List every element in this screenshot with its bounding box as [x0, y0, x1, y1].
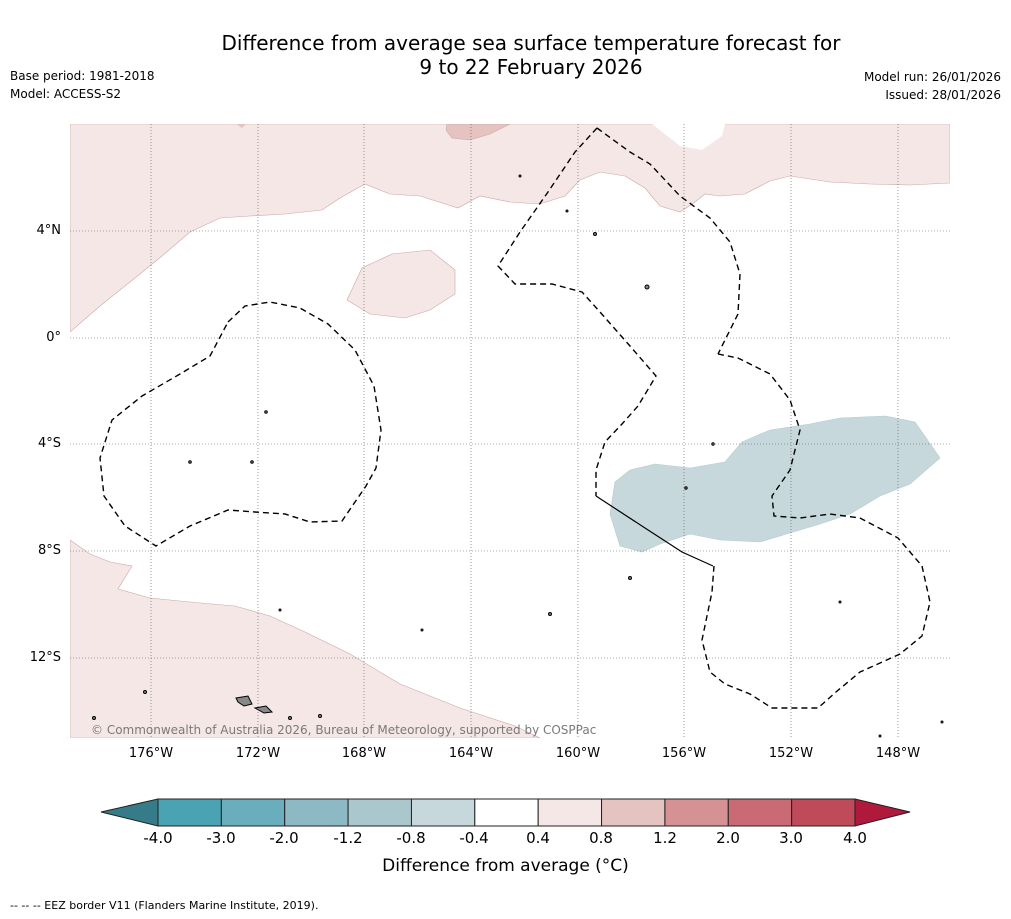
- colorbar-segment: [537, 798, 603, 827]
- colorbar-tick: -0.8: [396, 829, 426, 847]
- issued-date: Issued: 28/01/2026: [885, 88, 1001, 102]
- cool-anomaly-east: [609, 415, 941, 553]
- lat-label-4n: 4°N: [36, 223, 62, 238]
- colorbar-tick: -4.0: [143, 829, 173, 847]
- colorbar-segment: [601, 798, 666, 827]
- eez-borders: [99, 127, 931, 709]
- colorbar-label: Difference from average (°C): [382, 856, 629, 876]
- lat-label-4s: 4°S: [37, 436, 61, 451]
- graticule: [70, 124, 950, 738]
- lon-label-148w: 148°W: [875, 746, 921, 761]
- lon-label-164w: 164°W: [448, 746, 494, 761]
- lon-label-160w: 160°W: [555, 746, 601, 761]
- eez-east: [701, 353, 931, 709]
- eez-legend-note: -- -- -- EEZ border V11 (Flanders Marine…: [10, 899, 319, 912]
- colorbar-tick: -0.4: [459, 829, 489, 847]
- colorbar-tick: 0.4: [526, 829, 550, 847]
- eez-line-islands: [497, 127, 657, 496]
- title-line-1: Difference from average sea surface temp…: [221, 31, 841, 55]
- base-period: Base period: 1981-2018: [10, 69, 155, 83]
- colorbar-tick: 3.0: [779, 829, 803, 847]
- warm-anomaly-center: [346, 249, 456, 319]
- colorbar-segment: [410, 798, 476, 827]
- warm-anomaly-southwest: [70, 539, 541, 738]
- colorbar-tick: -3.0: [206, 829, 236, 847]
- lon-label-152w: 152°W: [768, 746, 814, 761]
- colorbar-tick: 0.8: [589, 829, 613, 847]
- colorbar-low-extend: [100, 798, 159, 827]
- colorbar-segment: [791, 798, 856, 827]
- warm-anomaly-north-gap: [652, 124, 725, 150]
- colorbar-segment: [220, 798, 286, 827]
- colorbar-segments: [157, 798, 856, 827]
- island-medium: [253, 705, 274, 714]
- colorbar-segment: [474, 798, 539, 827]
- eez-phoenix-line: [596, 127, 741, 355]
- eez-solid-border: [595, 495, 714, 567]
- colorbar-segment: [727, 798, 793, 827]
- model-name: Model: ACCESS-S2: [10, 87, 122, 101]
- colorbar-segment: [664, 798, 729, 827]
- colorbar-segment: [157, 798, 222, 827]
- colorbar-tick: -1.2: [333, 829, 363, 847]
- map-area[interactable]: [70, 124, 950, 738]
- meta-right: Model run: 26/01/2026 Issued: 28/01/2026: [864, 68, 1001, 104]
- colorbar-high-extend: [854, 798, 911, 827]
- lon-label-172w: 172°W: [235, 746, 281, 761]
- warm-anomaly-north-inner-2: [236, 124, 246, 128]
- lat-label-8s: 8°S: [37, 543, 61, 558]
- colorbar-tick: 1.2: [653, 829, 677, 847]
- island-large: [235, 695, 253, 707]
- map-canvas: [70, 124, 950, 738]
- colorbar-tick: 4.0: [843, 829, 867, 847]
- colorbar: [100, 798, 911, 827]
- colorbar-tick: -2.0: [269, 829, 299, 847]
- lon-label-168w: 168°W: [341, 746, 387, 761]
- warm-anomaly-north-inner: [445, 124, 511, 141]
- meta-left: Base period: 1981-2018 Model: ACCESS-S2: [10, 67, 155, 103]
- lon-label-156w: 156°W: [661, 746, 707, 761]
- colorbar-segment: [347, 798, 412, 827]
- islands: [92, 174, 944, 738]
- colorbar-tick: 2.0: [716, 829, 740, 847]
- colorbar-segment: [284, 798, 349, 827]
- lon-label-176w: 176°W: [128, 746, 174, 761]
- title-line-2: 9 to 22 February 2026: [419, 55, 643, 79]
- warm-anomaly-north: [70, 124, 950, 333]
- copyright-notice: © Commonwealth of Australia 2026, Bureau…: [91, 723, 597, 737]
- lat-label-12s: 12°S: [29, 650, 61, 665]
- eez-kiribati: [99, 301, 382, 547]
- model-run: Model run: 26/01/2026: [863, 70, 1001, 84]
- lat-label-0: 0°: [46, 330, 61, 345]
- chart-title: Difference from average sea surface temp…: [0, 31, 1011, 79]
